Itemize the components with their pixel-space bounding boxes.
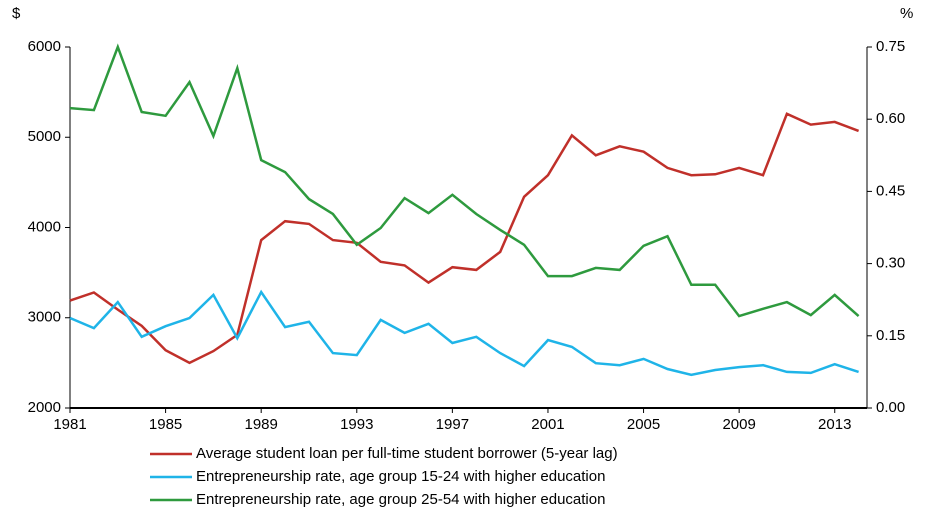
y2-tick-label: 0.60 (876, 110, 905, 127)
x-tick-label: 2013 (818, 416, 851, 433)
y2-tick-label: 0.00 (876, 399, 905, 416)
y2-unit: % (900, 5, 913, 22)
y-tick-label: 6000 (28, 38, 61, 55)
series-line (69, 43, 860, 318)
x-tick-label: 2001 (531, 416, 564, 433)
y-tick-label: 2000 (28, 399, 61, 416)
y-tick-label: 5000 (28, 128, 61, 145)
x-tick-label: 1989 (244, 416, 277, 433)
legend-label: Average student loan per full-time stude… (196, 445, 618, 462)
x-tick-label: 1981 (53, 416, 86, 433)
legend-label: Entrepreneurship rate, age group 25-54 w… (196, 491, 605, 508)
y-unit: $ (12, 5, 21, 22)
y2-tick-label: 0.75 (876, 38, 905, 55)
y-tick-label: 3000 (28, 309, 61, 326)
x-tick-label: 1985 (149, 416, 182, 433)
x-tick-label: 1993 (340, 416, 373, 433)
legend-label: Entrepreneurship rate, age group 15-24 w… (196, 468, 605, 485)
y2-tick-label: 0.45 (876, 182, 905, 199)
x-tick-label: 2005 (627, 416, 660, 433)
x-tick-label: 2009 (722, 416, 755, 433)
y2-tick-label: 0.15 (876, 327, 905, 344)
y-tick-label: 4000 (28, 218, 61, 235)
series-line (69, 289, 859, 377)
x-tick-label: 1997 (436, 416, 469, 433)
series-line (69, 112, 860, 365)
y2-tick-label: 0.30 (876, 255, 905, 272)
